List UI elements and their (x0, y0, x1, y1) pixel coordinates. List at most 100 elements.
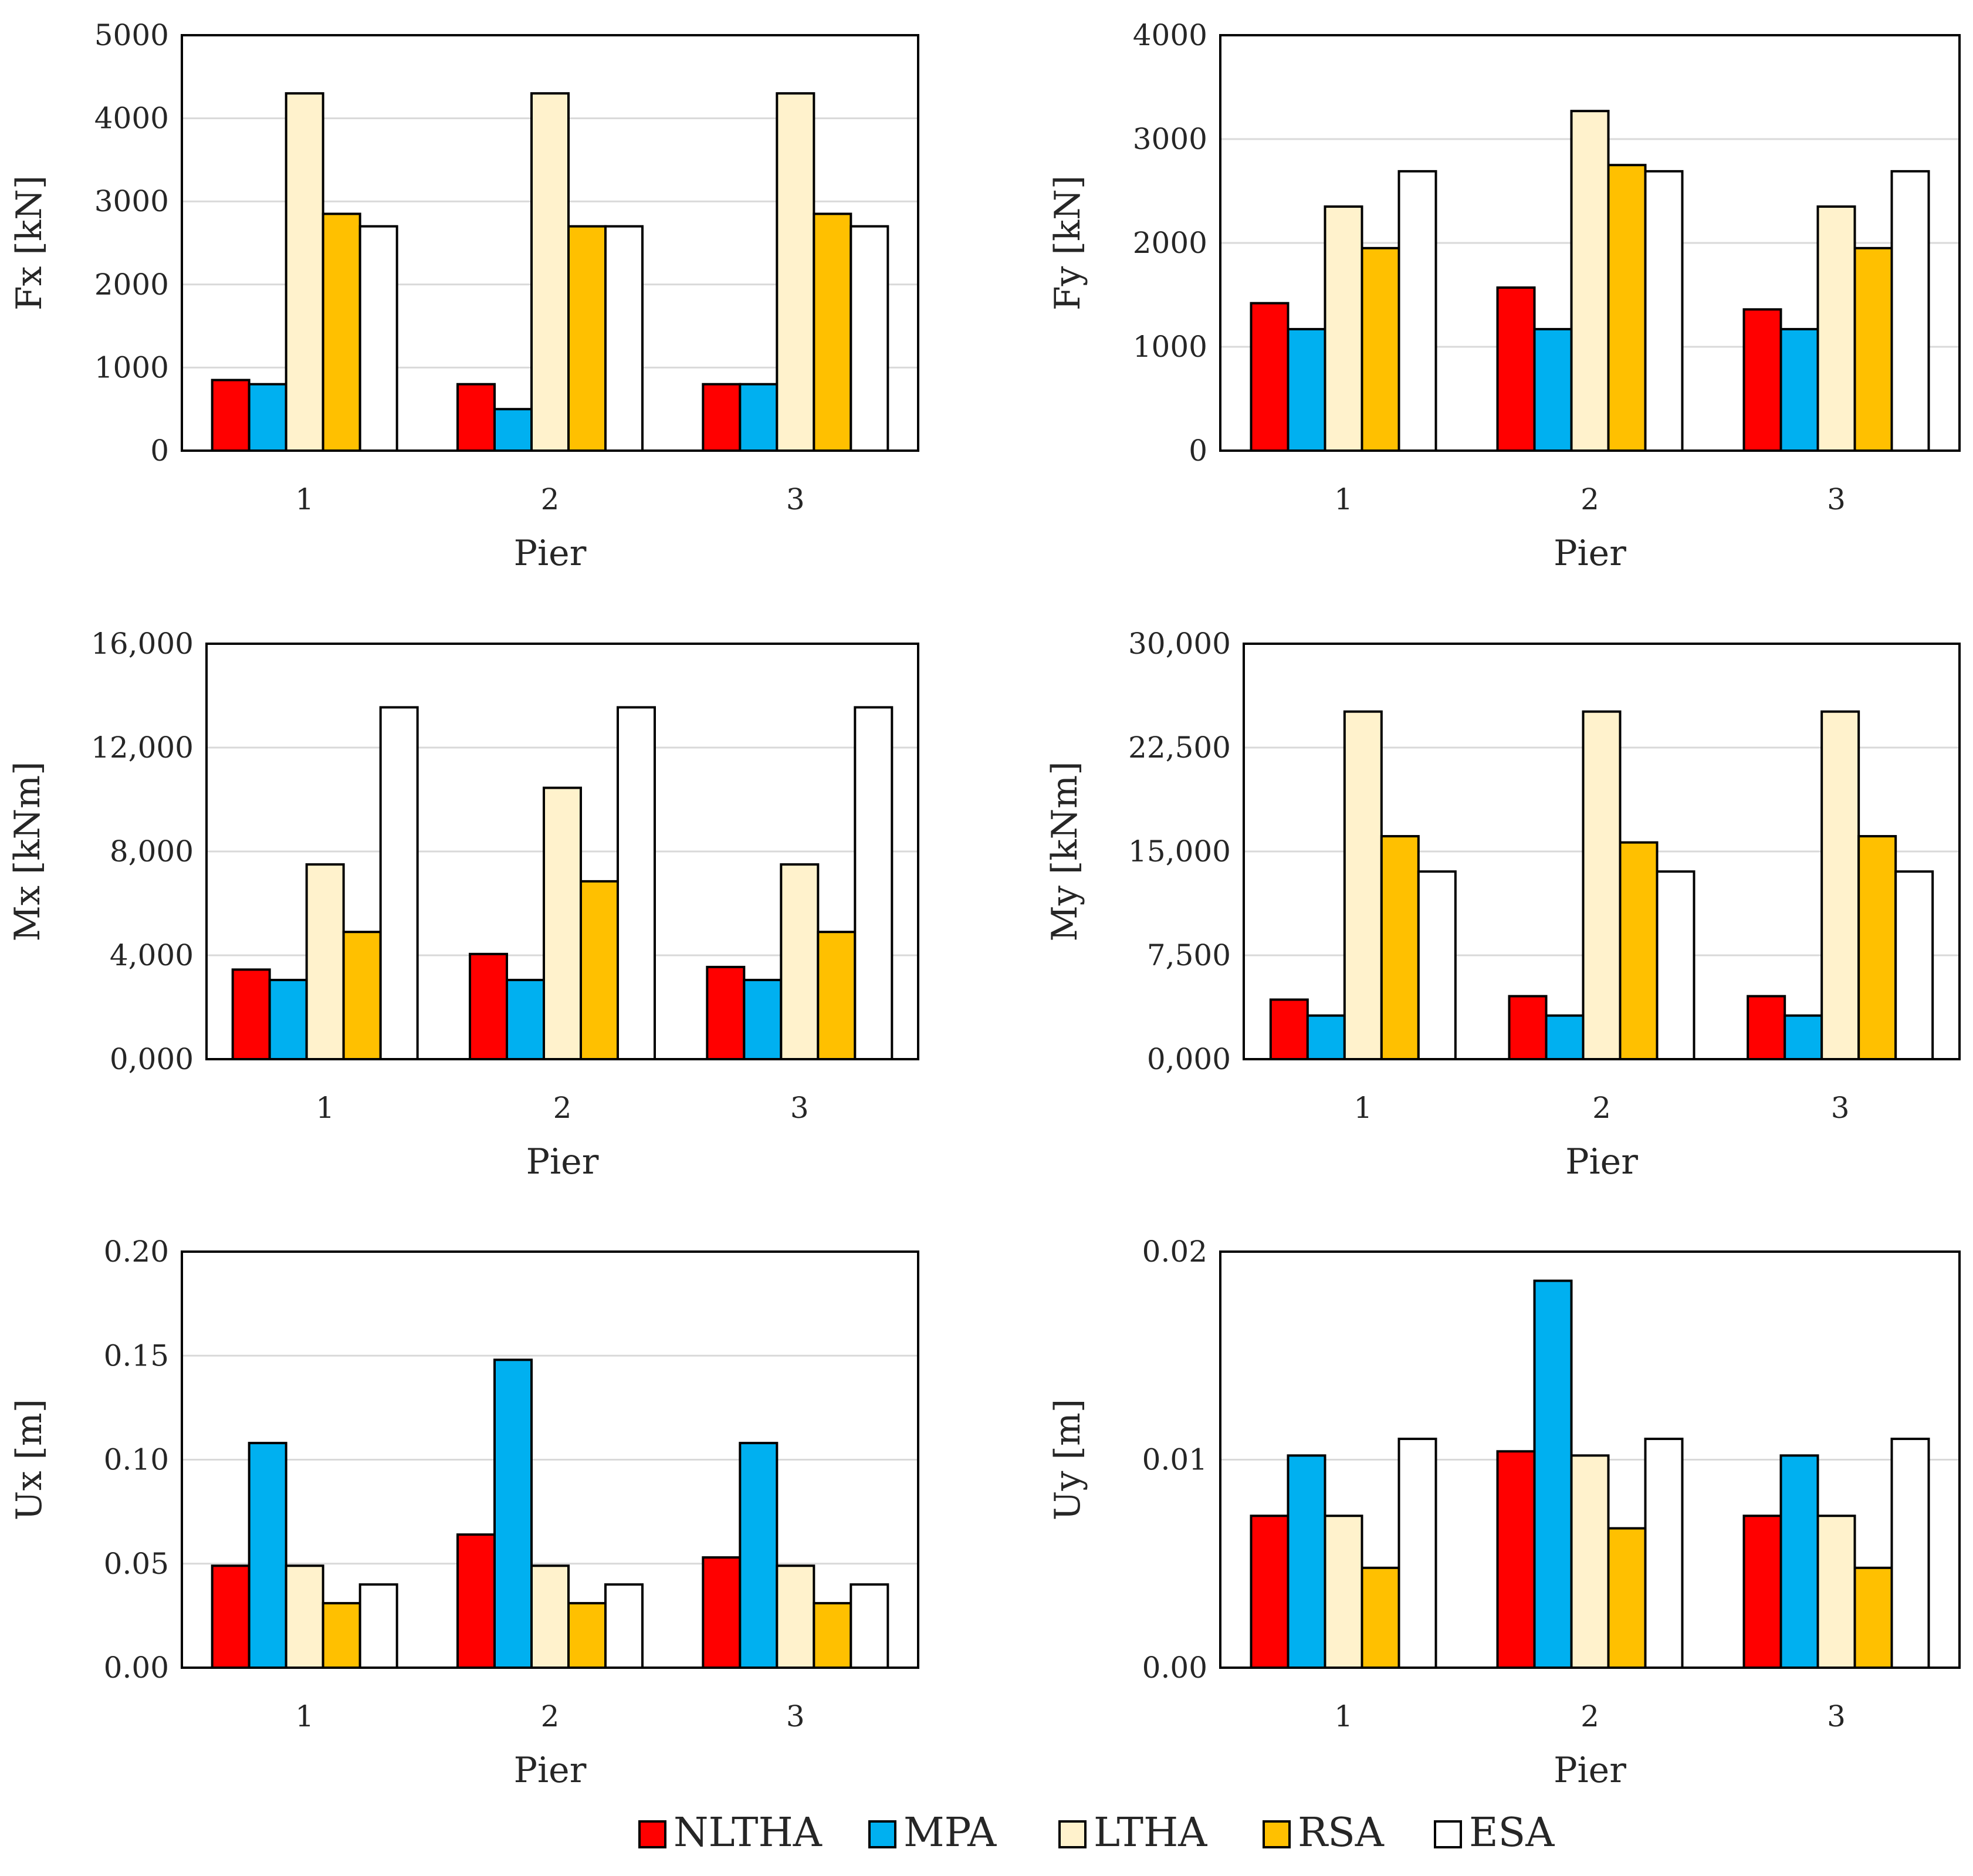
x-axis-title: Pier (1565, 1141, 1638, 1182)
bar-mpa-pier-2 (1533, 327, 1573, 452)
y-tick-label: 0.00 (1142, 1651, 1207, 1685)
bar-ltha-pier-2 (530, 1564, 570, 1669)
bar-esa-pier-2 (1644, 170, 1684, 452)
y-tick-label: 0.15 (104, 1338, 169, 1373)
y-tick-label: 0,000 (1147, 1042, 1231, 1076)
bar-rsa-pier-2 (1619, 841, 1659, 1061)
y-tick-label: 1000 (1133, 330, 1207, 364)
bar-esa-pier-1 (1397, 170, 1437, 452)
legend-swatch-esa (1434, 1820, 1462, 1848)
bar-rsa-pier-3 (1853, 1566, 1893, 1669)
bar-nltha-pier-1 (1269, 998, 1309, 1061)
bar-ltha-pier-3 (780, 863, 820, 1060)
legend-label-mpa: MPA (903, 1810, 997, 1856)
x-tick-label: 1 (316, 1091, 334, 1125)
x-axis-title: Pier (1554, 533, 1626, 574)
bar-rsa-pier-3 (813, 1602, 852, 1669)
bar-mpa-pier-3 (1779, 327, 1819, 452)
y-tick-label: 4000 (94, 102, 169, 136)
bar-nltha-pier-1 (231, 968, 271, 1061)
x-tick-label: 1 (1353, 1091, 1372, 1125)
legend-label-esa: ESA (1469, 1810, 1555, 1856)
x-tick-label: 3 (786, 1699, 805, 1733)
y-tick-label: 0.02 (1142, 1235, 1207, 1269)
bar-nltha-pier-3 (702, 383, 742, 452)
bar-esa-pier-1 (358, 1583, 398, 1669)
y-tick-label: 1000 (94, 350, 169, 384)
bar-nltha-pier-2 (1508, 995, 1548, 1060)
y-tick-label: 3000 (1133, 122, 1207, 156)
y-axis-title: Uy [m] (1047, 1399, 1088, 1520)
bar-ltha-pier-1 (305, 863, 345, 1060)
y-tick-label: 12,000 (91, 731, 194, 765)
bar-rsa-pier-2 (580, 880, 619, 1060)
x-tick-label: 3 (1827, 482, 1846, 516)
bar-mpa-pier-3 (1784, 1014, 1823, 1061)
y-tick-label: 3000 (94, 184, 169, 218)
x-tick-label: 2 (541, 482, 560, 516)
y-tick-label: 0.20 (104, 1235, 169, 1269)
x-tick-label: 3 (790, 1091, 809, 1125)
x-tick-label: 3 (786, 482, 805, 516)
bar-ltha-pier-1 (1324, 1515, 1363, 1669)
legend-label-nltha: NLTHA (674, 1810, 823, 1856)
y-tick-label: 15,000 (1128, 834, 1231, 868)
bar-ltha-pier-2 (1570, 110, 1610, 452)
x-tick-label: 2 (541, 1699, 560, 1733)
bar-esa-pier-1 (1397, 1438, 1437, 1669)
bar-esa-pier-3 (850, 1583, 889, 1669)
x-tick-label: 1 (1334, 1699, 1353, 1733)
bar-mpa-pier-3 (1779, 1454, 1819, 1669)
y-tick-label: 4,000 (110, 938, 194, 972)
bar-mpa-pier-3 (739, 1442, 779, 1669)
bar-rsa-pier-3 (813, 212, 852, 452)
bar-ltha-pier-3 (1816, 1515, 1856, 1669)
bar-esa-pier-1 (379, 706, 419, 1060)
bar-ltha-pier-2 (1570, 1454, 1610, 1669)
bar-nltha-pier-1 (1250, 1515, 1290, 1669)
bar-esa-pier-3 (1894, 870, 1934, 1060)
bar-rsa-pier-2 (1607, 1527, 1647, 1669)
chart-mx: 0,000 4,000 8,000 12,000 16,000 1 2 3 Pier Mx [kN… (7, 627, 919, 1182)
bar-nltha-pier-1 (211, 378, 251, 452)
bar-mpa-pier-2 (493, 1358, 533, 1669)
x-axis-title: Pier (514, 1750, 587, 1791)
bar-nltha-pier-3 (706, 965, 746, 1060)
bar-esa-pier-2 (1644, 1438, 1684, 1669)
bar-mpa-pier-1 (248, 1442, 287, 1669)
y-tick-label: 0 (150, 434, 169, 468)
bar-esa-pier-3 (1890, 170, 1930, 452)
legend-swatch-ltha (1058, 1820, 1087, 1848)
bar-rsa-pier-2 (1607, 164, 1647, 452)
y-tick-label: 30,000 (1128, 627, 1231, 661)
bar-rsa-pier-1 (321, 1602, 361, 1669)
plot-frame (1219, 1250, 1961, 1669)
bar-esa-pier-3 (850, 225, 889, 452)
plot-frame (181, 1250, 919, 1669)
bar-nltha-pier-2 (1496, 286, 1536, 452)
x-tick-label: 1 (295, 1699, 314, 1733)
chart-my: 0,000 7,500 15,000 22,500 30,000 1 2 3 Pier My [k… (1044, 627, 1961, 1182)
bar-nltha-pier-3 (1747, 995, 1786, 1060)
y-tick-label: 22,500 (1128, 731, 1231, 765)
bar-esa-pier-1 (1417, 870, 1457, 1060)
bar-mpa-pier-2 (1545, 1014, 1585, 1061)
bar-rsa-pier-1 (1361, 1566, 1400, 1669)
bar-mpa-pier-3 (739, 383, 779, 452)
legend: NLTHA MPA LTHA RSA ESA (638, 1810, 1555, 1856)
y-axis-title: Fy [kN] (1047, 175, 1088, 310)
bar-mpa-pier-2 (506, 979, 545, 1060)
legend-label-ltha: LTHA (1094, 1810, 1207, 1856)
bar-esa-pier-2 (604, 1583, 644, 1669)
y-tick-label: 16,000 (91, 627, 194, 661)
bar-ltha-pier-3 (776, 92, 815, 452)
y-tick-label: 2000 (1133, 226, 1207, 260)
chart-fy: 0 1000 2000 3000 4000 1 2 3 Pier Fy [kN] (1047, 18, 1961, 574)
bar-ltha-pier-1 (285, 1564, 324, 1669)
bar-ltha-pier-2 (543, 786, 582, 1061)
bar-rsa-pier-2 (567, 225, 607, 452)
x-axis-title: Pier (526, 1141, 599, 1182)
x-axis-title: Pier (1554, 1750, 1626, 1791)
bar-mpa-pier-1 (1306, 1014, 1346, 1061)
